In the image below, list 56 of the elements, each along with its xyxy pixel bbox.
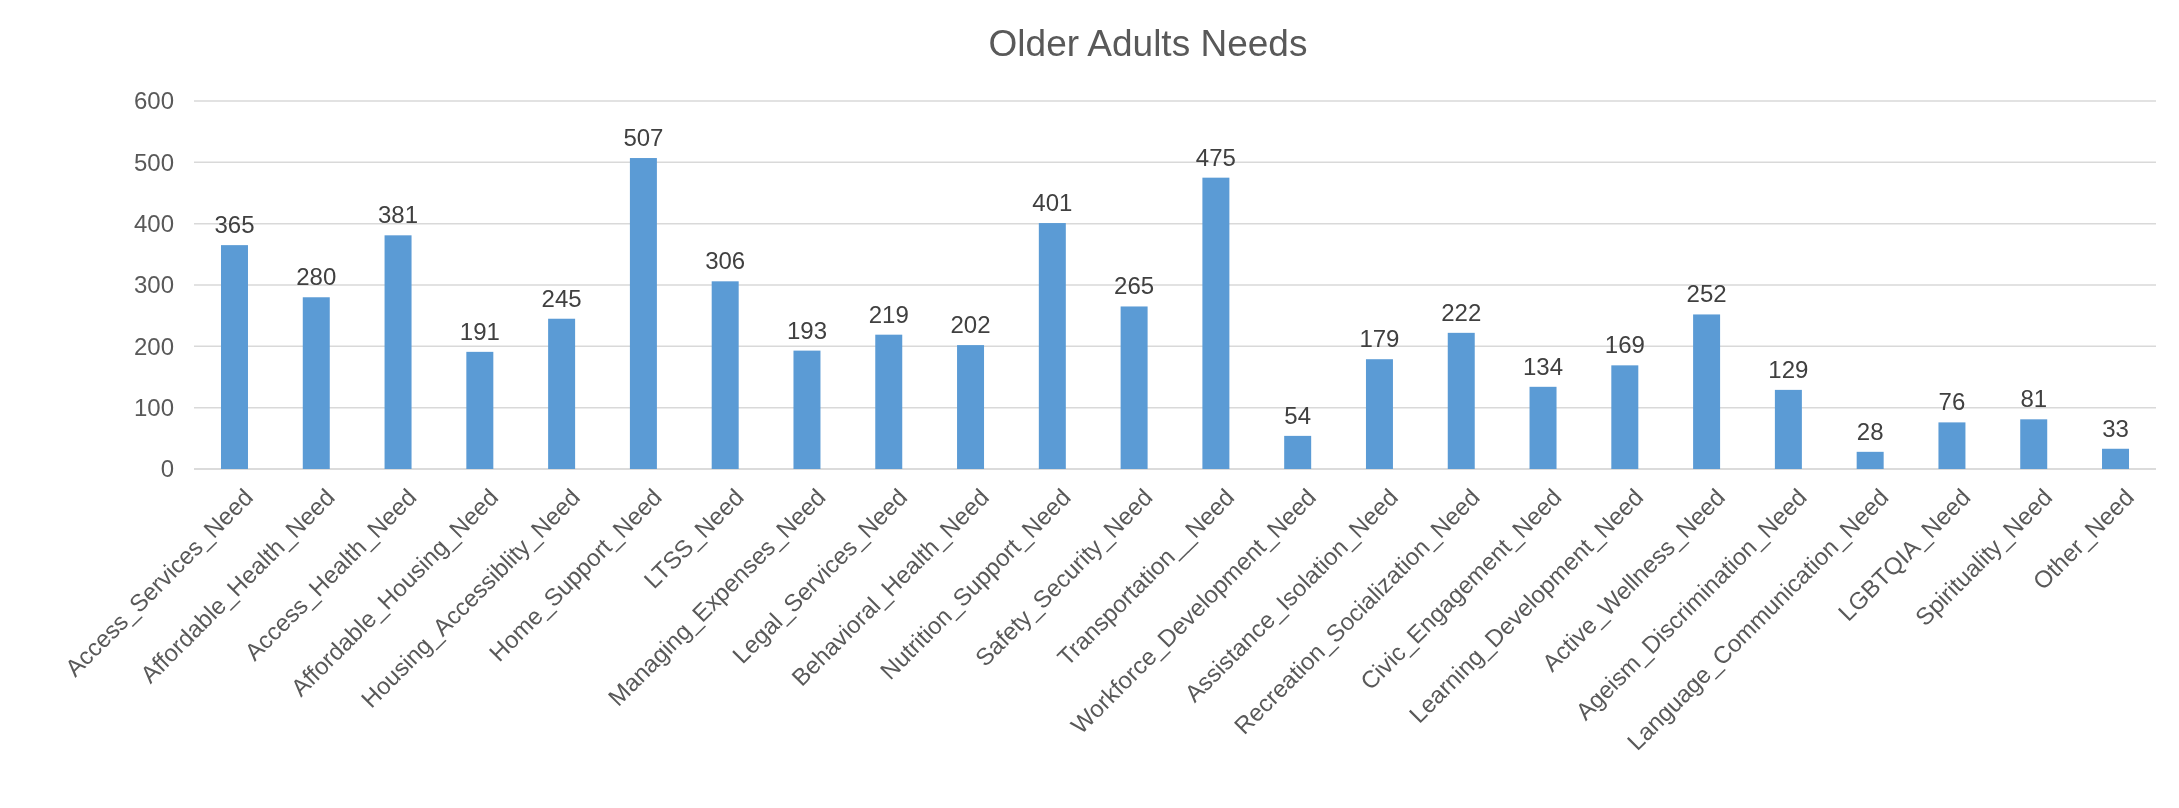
data-label: 202	[950, 311, 991, 339]
y-tick-label: 600	[133, 87, 174, 115]
bar	[1856, 451, 1884, 469]
y-tick-label: 0	[160, 455, 174, 483]
bar	[957, 345, 985, 469]
y-tick-label: 100	[133, 394, 174, 422]
bar	[1529, 386, 1557, 469]
data-label: 28	[1856, 417, 1884, 445]
data-label: 507	[623, 124, 664, 152]
data-label: 252	[1686, 280, 1727, 308]
bar	[1038, 223, 1066, 469]
bar	[1938, 422, 1966, 469]
data-label: 280	[296, 263, 337, 291]
data-label: 222	[1441, 298, 1482, 326]
y-tick-label: 400	[133, 210, 174, 238]
data-label: 81	[2020, 385, 2048, 413]
data-label: 365	[214, 211, 255, 239]
y-tick-label: 200	[133, 332, 174, 360]
data-label: 179	[1359, 325, 1400, 353]
data-label: 401	[1032, 189, 1073, 217]
bar	[875, 334, 903, 469]
bar	[302, 297, 330, 469]
data-label: 54	[1284, 401, 1312, 429]
bar	[1611, 365, 1639, 469]
data-label: 33	[2102, 414, 2129, 442]
data-label: 134	[1523, 352, 1564, 380]
bar	[629, 158, 657, 469]
data-label: 265	[1114, 272, 1155, 300]
y-tick-label: 300	[133, 271, 174, 299]
y-tick-label: 500	[133, 148, 174, 176]
bar	[1774, 389, 1802, 469]
bar	[711, 281, 739, 469]
bar	[1202, 177, 1230, 469]
bar	[1693, 314, 1721, 469]
bar	[793, 350, 821, 469]
bar	[1365, 359, 1393, 469]
bar	[384, 235, 412, 469]
chart-title: Older Adults Needs	[988, 23, 1308, 64]
data-label: 191	[459, 317, 500, 345]
data-label: 169	[1604, 331, 1645, 359]
bar	[220, 245, 248, 469]
bar	[2102, 448, 2130, 469]
bar	[466, 351, 494, 469]
data-label: 306	[705, 247, 746, 275]
bar	[2020, 419, 2048, 469]
bar	[1447, 332, 1475, 469]
data-label: 76	[1938, 388, 1966, 416]
data-label: 193	[786, 316, 827, 344]
bar	[1120, 306, 1148, 469]
data-label: 475	[1195, 143, 1236, 171]
bar	[548, 318, 576, 469]
data-label: 129	[1768, 355, 1809, 383]
bar	[1284, 435, 1312, 469]
data-label: 219	[868, 300, 909, 328]
data-label: 381	[378, 201, 419, 229]
data-label: 245	[541, 284, 582, 312]
